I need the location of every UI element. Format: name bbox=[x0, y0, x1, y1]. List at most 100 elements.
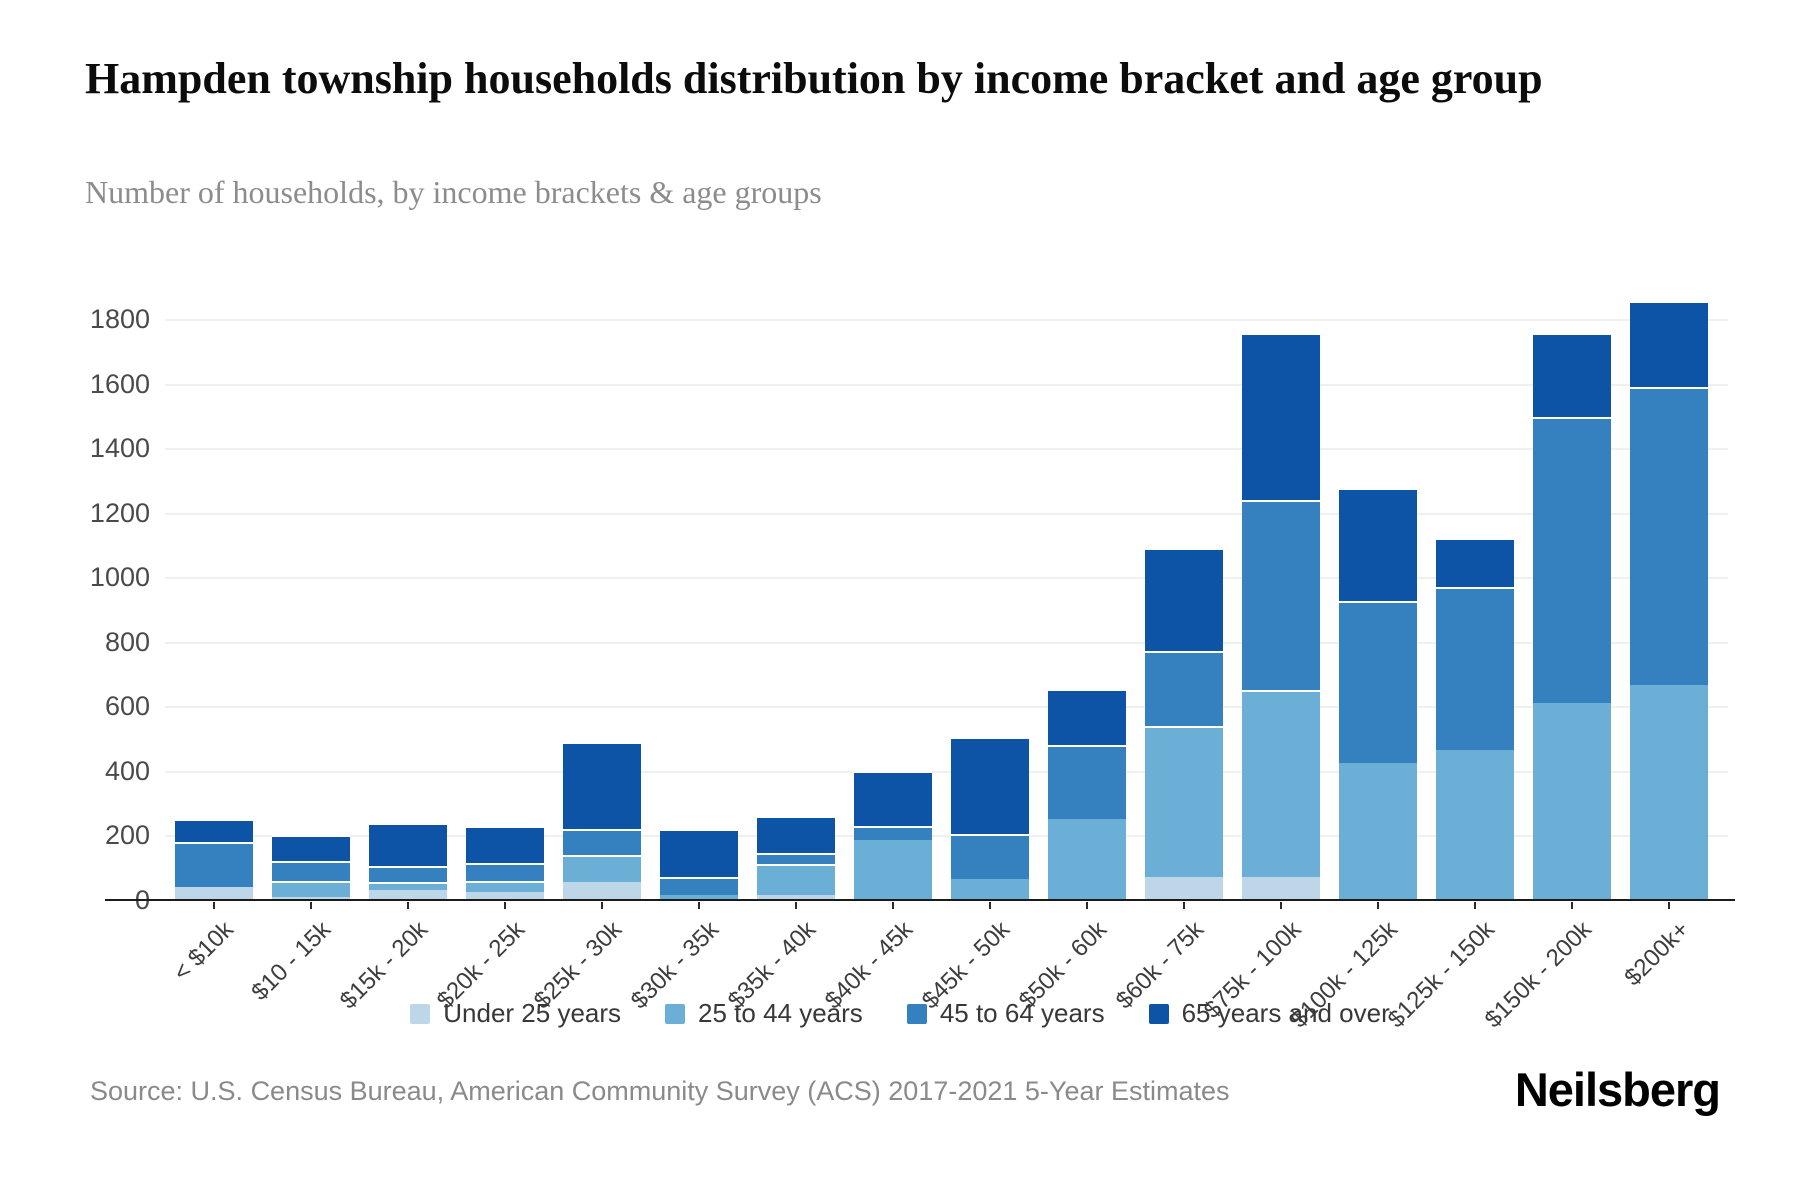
y-tick-label: 800 bbox=[104, 626, 150, 657]
bar-segment bbox=[660, 877, 738, 896]
bar-segment bbox=[563, 854, 641, 883]
legend-swatch bbox=[665, 1003, 686, 1024]
bar-segment bbox=[466, 825, 544, 863]
y-tick-label: 1200 bbox=[89, 497, 150, 528]
y-tick-label: 1000 bbox=[89, 562, 150, 593]
legend-item: 45 to 64 years bbox=[906, 998, 1105, 1029]
bar-segment bbox=[563, 741, 641, 829]
chart-subtitle: Number of households, by income brackets… bbox=[85, 174, 822, 210]
bar-segment bbox=[1242, 690, 1320, 878]
bar-segment bbox=[854, 840, 932, 900]
legend-swatch bbox=[410, 1003, 431, 1024]
x-tick-label-text: $200k+ bbox=[1618, 916, 1695, 992]
bar-segment bbox=[1339, 762, 1417, 900]
bar-segment bbox=[757, 864, 835, 896]
grid-line bbox=[165, 835, 1728, 838]
x-tick-mark bbox=[892, 902, 894, 909]
bar-segment bbox=[951, 833, 1029, 879]
bar-segment bbox=[1048, 819, 1126, 900]
bar-segment bbox=[1145, 877, 1223, 900]
grid-line bbox=[165, 512, 1728, 515]
bar-segment bbox=[1533, 703, 1611, 900]
bar-segment bbox=[466, 891, 544, 900]
bar-segment bbox=[660, 895, 738, 900]
bar-segment bbox=[1339, 488, 1417, 602]
bar-segment bbox=[951, 736, 1029, 834]
bar-segment bbox=[1145, 651, 1223, 726]
y-tick-label: 600 bbox=[104, 691, 150, 722]
bar-segment bbox=[1145, 725, 1223, 878]
legend-swatch bbox=[906, 1003, 927, 1024]
grid-line bbox=[165, 641, 1728, 644]
bar-segment bbox=[175, 819, 253, 842]
x-tick-mark bbox=[1086, 902, 1088, 909]
x-tick-mark bbox=[1668, 902, 1670, 909]
bar-segment bbox=[272, 896, 350, 900]
bar-segment bbox=[272, 861, 350, 881]
grid-line bbox=[165, 448, 1728, 451]
legend-label: 25 to 44 years bbox=[698, 998, 863, 1028]
bar-segment bbox=[369, 890, 447, 900]
bar-segment bbox=[660, 828, 738, 878]
bar-segment bbox=[854, 770, 932, 826]
bar-segment bbox=[1339, 601, 1417, 763]
legend-item: 25 to 44 years bbox=[665, 998, 863, 1029]
legend-item: Under 25 years bbox=[410, 998, 621, 1029]
chart-title: Hampden township households distribution… bbox=[85, 54, 1543, 103]
bar-segment bbox=[272, 880, 350, 897]
x-axis-line bbox=[105, 899, 1735, 901]
bar-segment bbox=[563, 882, 641, 900]
bar-segment bbox=[1242, 877, 1320, 900]
y-tick-label: 1800 bbox=[89, 303, 150, 334]
bar-segment bbox=[1630, 685, 1708, 900]
x-tick-mark bbox=[601, 902, 603, 909]
bar-segment bbox=[1533, 333, 1611, 418]
bar-segment bbox=[951, 879, 1029, 900]
bar-segment bbox=[563, 828, 641, 855]
bar-segment bbox=[1048, 688, 1126, 746]
x-tick-mark bbox=[310, 902, 312, 909]
bar-segment bbox=[757, 816, 835, 854]
legend: Under 25 years 25 to 44 years 45 to 64 yea… bbox=[0, 998, 1800, 1029]
legend-label: 65 years and over bbox=[1181, 998, 1390, 1028]
bar-segment bbox=[466, 862, 544, 881]
bar-segment bbox=[1436, 749, 1514, 900]
x-tick-mark bbox=[989, 902, 991, 909]
x-tick-mark bbox=[1377, 902, 1379, 909]
bar-segment bbox=[369, 882, 447, 891]
bar-segment bbox=[369, 822, 447, 867]
x-tick-mark bbox=[504, 902, 506, 909]
bar-segment bbox=[854, 825, 932, 841]
bar-segment bbox=[1242, 333, 1320, 500]
bar-segment bbox=[757, 895, 835, 900]
x-tick-mark bbox=[213, 902, 215, 909]
bar-segment bbox=[1145, 548, 1223, 652]
x-tick-label: $200k+ bbox=[1425, 916, 1694, 991]
source-note: Source: U.S. Census Bureau, American Com… bbox=[90, 1076, 1230, 1106]
legend-item: 65 years and over bbox=[1148, 998, 1390, 1029]
y-tick-label: 1600 bbox=[89, 368, 150, 399]
grid-line bbox=[165, 770, 1728, 773]
y-tick-label: 1400 bbox=[89, 433, 150, 464]
bar-segment bbox=[272, 835, 350, 862]
x-tick-mark bbox=[407, 902, 409, 909]
bar-segment bbox=[175, 887, 253, 900]
bar-segment bbox=[1242, 499, 1320, 691]
bar-segment bbox=[369, 866, 447, 883]
bar-segment bbox=[1630, 386, 1708, 686]
x-tick-mark bbox=[795, 902, 797, 909]
y-tick-label: 200 bbox=[104, 820, 150, 851]
y-tick-label: 400 bbox=[104, 755, 150, 786]
legend-label: Under 25 years bbox=[443, 998, 622, 1028]
grid-line bbox=[165, 383, 1728, 386]
bar-segment bbox=[1533, 417, 1611, 704]
legend-swatch bbox=[1148, 1003, 1169, 1024]
bar-segment bbox=[1630, 301, 1708, 387]
brand-logo: Neilsberg bbox=[1514, 1063, 1721, 1116]
x-tick-mark bbox=[1474, 902, 1476, 909]
x-tick-mark bbox=[1280, 902, 1282, 909]
x-tick-mark bbox=[1183, 902, 1185, 909]
grid-line bbox=[165, 706, 1728, 709]
x-tick-mark bbox=[698, 902, 700, 909]
